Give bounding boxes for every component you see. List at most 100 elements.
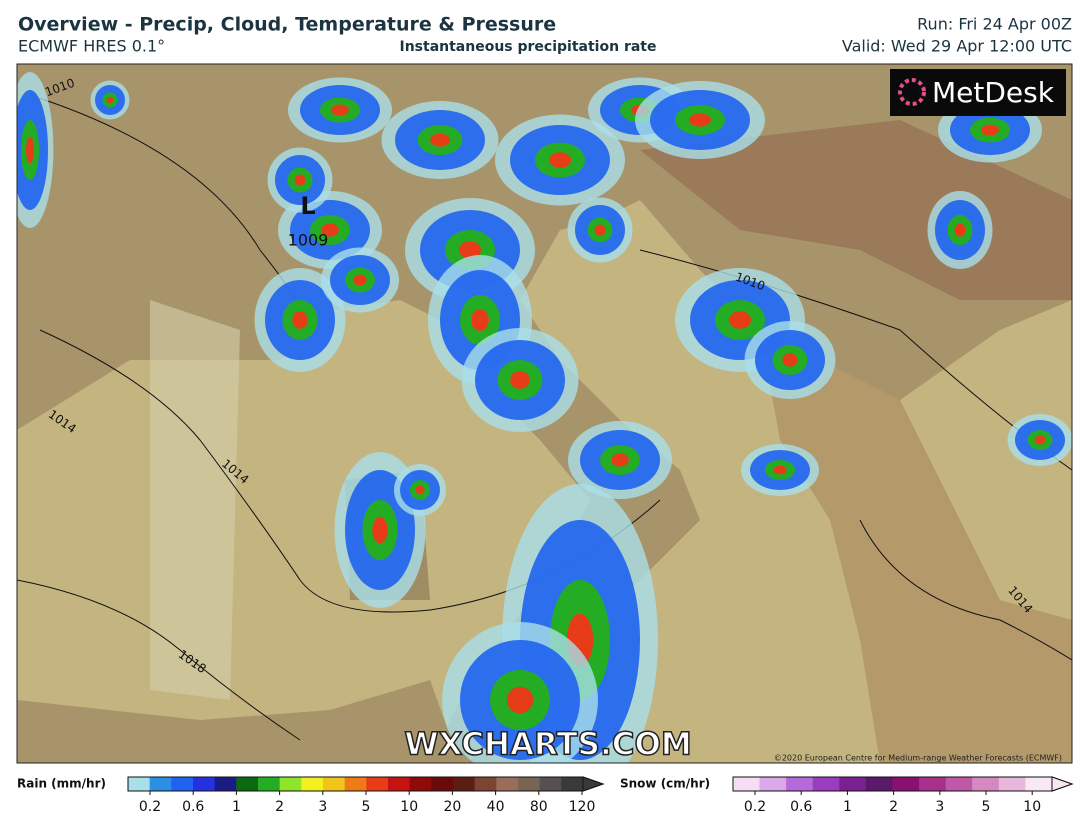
rain-tick-label: 0.2: [139, 799, 161, 815]
rain-area: [353, 274, 367, 286]
rain-swatch: [279, 777, 302, 791]
rain-swatch: [214, 777, 237, 791]
rain-swatch: [323, 777, 346, 791]
snow-swatch: [945, 777, 973, 791]
rain-tick-label: 0.6: [182, 799, 204, 815]
snow-swatch: [1025, 777, 1053, 791]
rain-swatch: [474, 777, 497, 791]
rain-swatch: [193, 777, 216, 791]
snow-tick-label: 5: [982, 799, 991, 815]
rain-tick-label: 120: [569, 799, 596, 815]
rain-swatch: [496, 777, 519, 791]
rain-area: [321, 223, 339, 237]
rain-tick-label: 80: [530, 799, 548, 815]
rain-area: [430, 133, 450, 147]
low-pressure: 1009: [288, 231, 329, 250]
rain-tick-label: 10: [400, 799, 418, 815]
subtitle: Instantaneous precipitation rate: [400, 39, 657, 55]
snow-swatch: [759, 777, 787, 791]
logo: MetDesk: [932, 76, 1055, 109]
rain-tick-label: 1: [232, 799, 241, 815]
rain-tick-label: 40: [487, 799, 505, 815]
rain-swatch: [431, 777, 454, 791]
rain-tick-label: 20: [443, 799, 461, 815]
rain-swatch: [518, 777, 541, 791]
rain-tick-label: 2: [275, 799, 284, 815]
rain-area: [729, 311, 751, 329]
snow-tick-label: 0.6: [790, 799, 812, 815]
rain-tick-label: 5: [362, 799, 371, 815]
logo-box: [890, 69, 1066, 116]
logo-icon: [898, 78, 926, 106]
rain-swatch: [561, 777, 584, 791]
rain-area: [1034, 435, 1046, 445]
rain-swatch: [539, 777, 562, 791]
rain-area: [689, 113, 711, 127]
rain-label: Rain (mm/hr): [17, 777, 106, 791]
run-time: Run: Fri 24 Apr 00Z: [917, 15, 1072, 34]
rain-area: [331, 104, 349, 116]
snow-swatch: [919, 777, 947, 791]
rain-area: [611, 453, 629, 467]
rain-swatch: [171, 777, 194, 791]
snow-swatch: [733, 777, 761, 791]
rain-swatch: [388, 777, 411, 791]
low-symbol: L: [300, 192, 315, 220]
rain-area: [106, 96, 114, 104]
snow-tick-label: 10: [1023, 799, 1041, 815]
land: [760, 330, 1072, 763]
isobar: [859, 519, 1072, 661]
rain-area: [510, 371, 530, 389]
rain-area: [773, 465, 787, 475]
snow-swatch: [865, 777, 893, 791]
rain-swatch: [258, 777, 281, 791]
map-frame: [16, 63, 1073, 764]
snow-tick-label: 3: [935, 799, 944, 815]
rain-area: [415, 485, 425, 495]
snow-swatch: [892, 777, 920, 791]
isobar: [17, 579, 301, 741]
rain-arrow: [582, 776, 605, 792]
rain-area: [471, 309, 489, 331]
rain-area: [294, 174, 306, 186]
snow-swatch: [839, 777, 867, 791]
rain-area: [594, 224, 606, 236]
rain-swatch: [128, 777, 151, 791]
rain-area: [506, 686, 534, 714]
snow-label: Snow (cm/hr): [620, 777, 710, 791]
rain-swatch: [453, 777, 476, 791]
snow-tick-label: 1: [843, 799, 852, 815]
rain-swatch: [149, 777, 172, 791]
rain-area: [549, 152, 571, 168]
valid-time: Valid: Wed 29 Apr 12:00 UTC: [842, 37, 1072, 56]
watermark: WXCHARTS.COM: [404, 727, 691, 763]
rain-area: [981, 124, 999, 136]
rain-swatch: [366, 777, 389, 791]
rain-swatch: [236, 777, 259, 791]
snow-swatch: [972, 777, 1000, 791]
snow-swatch: [786, 777, 814, 791]
snow-tick-label: 0.2: [744, 799, 766, 815]
snow-tick-label: 2: [889, 799, 898, 815]
rain-area: [954, 223, 966, 237]
model: ECMWF HRES 0.1°: [18, 37, 165, 56]
rain-swatch: [344, 777, 367, 791]
map: L 1009 1010 1014 1014 1018 1010 1014 Met…: [17, 64, 1072, 763]
snow-arrow: [1051, 776, 1074, 792]
cloud: [150, 300, 240, 700]
title: Overview - Precip, Cloud, Temperature & …: [18, 14, 556, 36]
snow-swatch: [812, 777, 840, 791]
rain-area: [782, 353, 798, 367]
snow-swatch: [998, 777, 1026, 791]
legends: 0.2 0.6 1 2 3 5 10 20 40 80 120 0.2 0.6 1 2 3 5 10: [127, 776, 1074, 815]
rain-area: [372, 516, 388, 544]
rain-tick-label: 3: [318, 799, 327, 815]
rain-area: [459, 241, 481, 259]
rain-area: [292, 311, 308, 329]
rain-swatch: [409, 777, 432, 791]
rain-area: [26, 136, 34, 164]
precipitation: [17, 72, 1072, 763]
land: [17, 680, 460, 763]
